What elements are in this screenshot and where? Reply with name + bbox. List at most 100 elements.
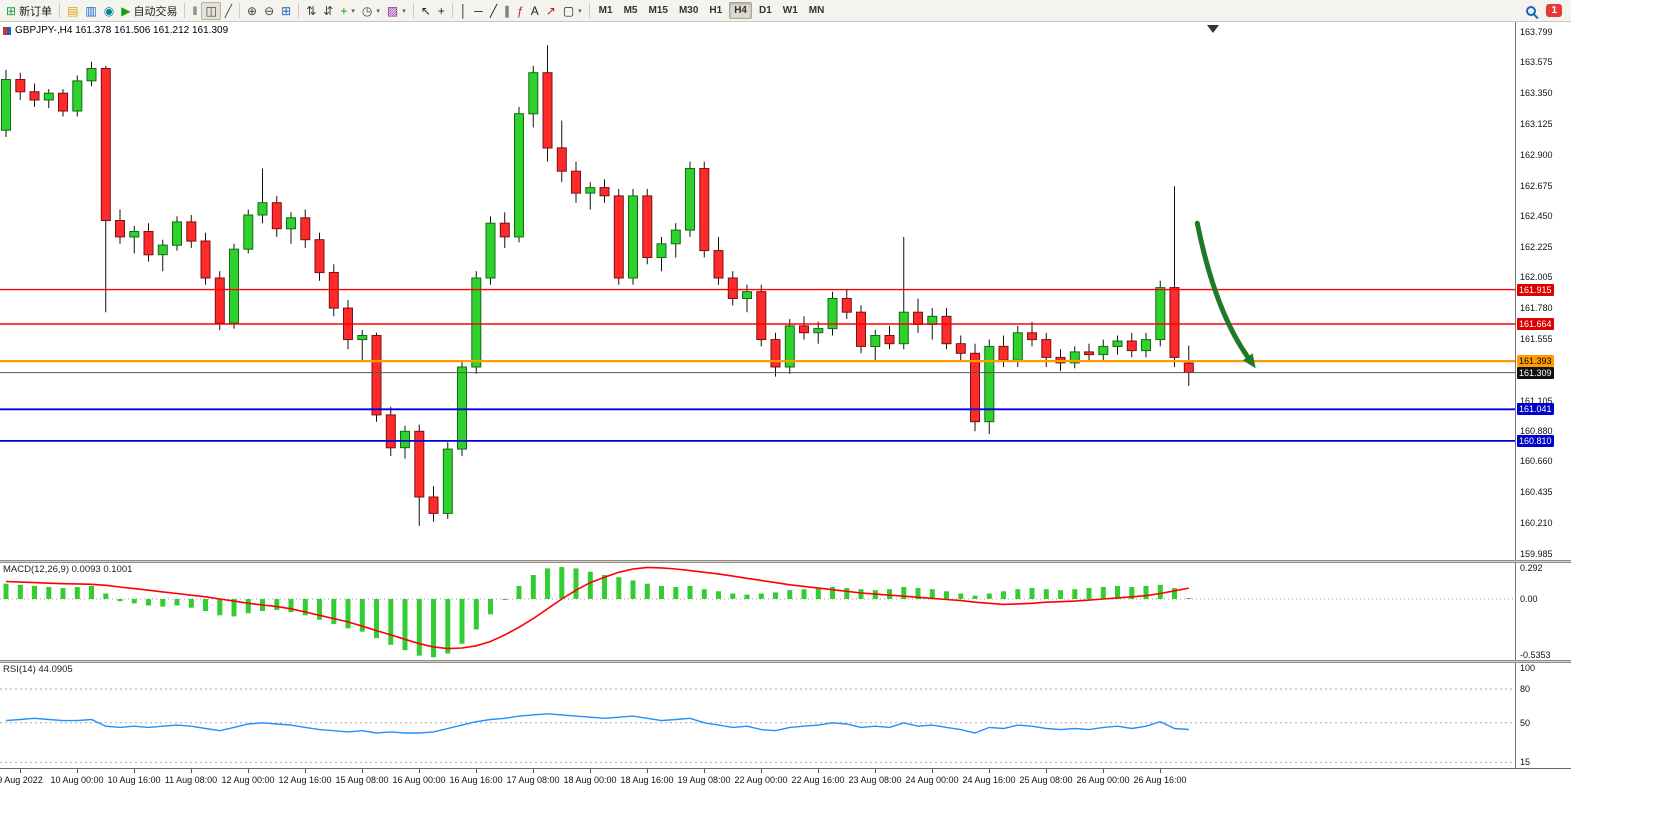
price-axis-label: 163.575: [1520, 57, 1553, 67]
time-tick: [248, 769, 249, 773]
crosshair-icon: +: [437, 3, 445, 18]
time-axis-label: 18 Aug 00:00: [563, 775, 617, 785]
time-axis-label: 24 Aug 00:00: [905, 775, 959, 785]
time-tick: [704, 769, 705, 773]
tile-windows-button[interactable]: ⊞: [278, 2, 294, 20]
time-axis[interactable]: 9 Aug 2022 10 Aug 00:00 10 Aug 16:00 11 Aug…: [0, 768, 1571, 788]
arrow-annotation-head: [1242, 353, 1256, 369]
cursor-button[interactable]: ↖: [418, 2, 434, 20]
timeframe-h4[interactable]: H4: [729, 2, 752, 19]
time-tick: [419, 769, 420, 773]
support-line-blue-2-price-label: 160.810: [1517, 435, 1554, 447]
time-axis-label: 22 Aug 16:00: [791, 775, 845, 785]
macd-histogram: [3, 567, 1192, 658]
timeframe-m30[interactable]: M30: [678, 5, 699, 16]
time-tick: [362, 769, 363, 773]
main-chart-panel[interactable]: GBPJPY-,H4 161.378 161.506 161.212 161.3…: [0, 22, 1515, 560]
time-axis-label: 24 Aug 16:00: [962, 775, 1016, 785]
shapes-button[interactable]: ▢ ▾: [560, 2, 585, 20]
time-tick: [989, 769, 990, 773]
indicators-button[interactable]: + ▾: [337, 2, 358, 20]
panel-separator[interactable]: [0, 660, 1571, 663]
arrange-down-icon: ⇵: [323, 3, 334, 18]
time-axis-label: 9 Aug 2022: [0, 775, 43, 785]
charts-bar-button[interactable]: ▤: [64, 2, 81, 20]
timeframe-d1[interactable]: D1: [758, 5, 772, 16]
price-axis-label: 161.780: [1520, 303, 1553, 313]
fibonacci-button[interactable]: ƒ: [514, 2, 527, 20]
rsi-panel[interactable]: RSI(14) 44.0905: [0, 663, 1515, 768]
price-axis[interactable]: 163.799 163.575 163.350 163.125 162.900 162.6…: [1515, 22, 1571, 560]
market-watch-button[interactable]: ◉: [101, 2, 117, 20]
price-axis-label: 160.880: [1520, 426, 1553, 436]
time-tick: [77, 769, 78, 773]
arrange-down-button[interactable]: ⇵: [320, 2, 336, 20]
horizontal-line-button[interactable]: ─: [471, 2, 486, 20]
templates-icon: ▨: [386, 3, 399, 18]
timeframe-m5[interactable]: M5: [623, 5, 638, 16]
rsi-axis-label: 15: [1520, 757, 1531, 767]
templates-button[interactable]: ▨ ▾: [384, 2, 409, 20]
separator: [588, 3, 590, 18]
bar-chart-button[interactable]: ‖: [189, 2, 200, 20]
timeframe-m15[interactable]: M15: [648, 5, 668, 16]
time-axis-label: 10 Aug 00:00: [50, 775, 104, 785]
rsi-axis-label: 50: [1520, 718, 1531, 728]
line-chart-button[interactable]: ╱: [222, 2, 235, 20]
macd-axis: 0.292 0.00 -0.5353: [1515, 563, 1571, 660]
current-price-line-price-label: 161.309: [1517, 367, 1554, 379]
time-tick: [20, 769, 21, 773]
panel-separator[interactable]: [0, 560, 1571, 563]
arrows-button[interactable]: ↗: [543, 2, 559, 20]
macd-label: MACD(12,26,9) 0.0093 0.1001: [3, 564, 133, 575]
bar-chart-icon: ‖: [192, 3, 198, 18]
candlestick-chart[interactable]: [0, 22, 1515, 560]
timeframe-w1[interactable]: W1: [782, 5, 798, 16]
profiles-icon: ▥: [85, 3, 97, 18]
new-order-button-label: 新订单: [19, 5, 53, 18]
vertical-line-button[interactable]: │: [457, 2, 471, 20]
time-axis-label: 16 Aug 16:00: [449, 775, 503, 785]
timeframe-m1[interactable]: M1: [598, 5, 613, 16]
crosshair-button[interactable]: +: [435, 2, 448, 20]
cursor-icon: ↖: [420, 3, 431, 18]
chevron-down-icon: ▾: [376, 7, 380, 15]
price-axis-label: 160.435: [1520, 487, 1553, 497]
arrange-up-button[interactable]: ⇅: [303, 2, 319, 20]
chart-shift-marker[interactable]: [1207, 25, 1219, 33]
time-axis-label: 19 Aug 08:00: [677, 775, 731, 785]
arrow-annotation[interactable]: [1194, 220, 1251, 360]
zoom-in-icon: ⊕: [247, 3, 258, 18]
text-icon: A: [530, 3, 539, 18]
time-tick: [1046, 769, 1047, 773]
new-order-button[interactable]: ⊞ 新订单: [3, 2, 55, 20]
periods-button[interactable]: ◷ ▾: [359, 2, 383, 20]
trendline-button[interactable]: ╱: [487, 2, 500, 20]
time-axis-label: 23 Aug 08:00: [848, 775, 902, 785]
rsi-axis: 100 80 50 15: [1515, 663, 1571, 768]
macd-panel[interactable]: MACD(12,26,9) 0.0093 0.1001: [0, 563, 1515, 660]
time-axis-label: 16 Aug 00:00: [392, 775, 446, 785]
candlestick-button[interactable]: ◫: [201, 1, 221, 20]
time-tick: [932, 769, 933, 773]
horizontal-line-icon: ─: [474, 3, 483, 18]
zoom-in-button[interactable]: ⊕: [244, 2, 260, 20]
zoom-out-button[interactable]: ⊖: [261, 2, 277, 20]
search-icon[interactable]: [1526, 5, 1537, 16]
candlestick-icon: ◫: [205, 3, 217, 18]
text-button[interactable]: A: [528, 2, 542, 20]
macd-axis-label: 0.00: [1520, 594, 1538, 604]
autotrading-button-label: 自动交易: [133, 5, 178, 18]
time-axis-label: 17 Aug 08:00: [506, 775, 560, 785]
profiles-button[interactable]: ▥: [82, 2, 99, 20]
resistance-line-2-price-label: 161.664: [1517, 318, 1554, 330]
time-axis-label: 10 Aug 16:00: [107, 775, 161, 785]
timeframe-mn[interactable]: MN: [808, 5, 825, 16]
notification-badge[interactable]: 1: [1546, 4, 1562, 17]
price-axis-label: 163.799: [1520, 27, 1553, 37]
channel-button[interactable]: ∥: [501, 2, 513, 20]
autotrading-button[interactable]: ▶ 自动交易: [118, 2, 180, 20]
price-axis-label: 162.005: [1520, 272, 1553, 282]
chevron-down-icon: ▾: [351, 7, 355, 15]
timeframe-h1[interactable]: H1: [709, 5, 723, 16]
